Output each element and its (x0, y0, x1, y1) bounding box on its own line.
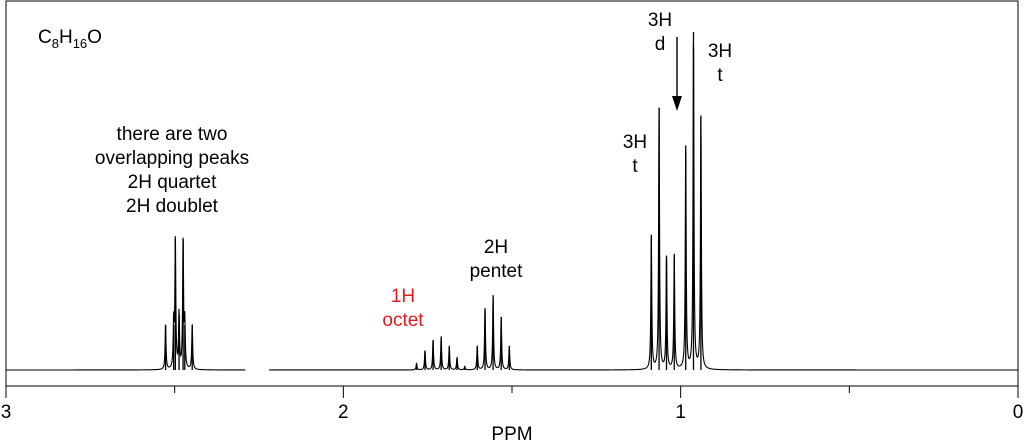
annotation-1-line-1: octet (382, 310, 424, 331)
annotation-3-line-1: t (632, 156, 638, 177)
annotation-1: 1H octet (382, 286, 424, 331)
x-tick-label-2: 1 (675, 402, 686, 423)
annotation-5: 3H t (708, 41, 732, 86)
annotation-5-line-1: t (717, 65, 723, 86)
x-axis-tick-labels: 3 2 1 0 (1, 402, 1024, 423)
trace-segment-0 (6, 236, 246, 371)
x-tick-label-0: 3 (1, 402, 12, 423)
plot-frame (5, 0, 1019, 387)
annotation-0: there are two overlapping peaks 2H quartet… (95, 124, 249, 217)
x-axis-label: PPM (491, 424, 532, 442)
annotation-3-line-0: 3H (623, 132, 647, 153)
annotation-0-line-3: 2H doublet (126, 196, 219, 217)
x-tick-label-3: 0 (1013, 402, 1024, 423)
annotation-4-line-1: d (655, 34, 666, 55)
x-axis-ticks (5, 386, 1019, 398)
annotation-2: 2H pentet (470, 237, 524, 282)
annotation-5-line-0: 3H (708, 41, 732, 62)
annotation-2-line-1: pentet (470, 261, 524, 282)
annotation-0-line-1: overlapping peaks (95, 148, 249, 169)
annotation-3: 3H t (623, 132, 647, 177)
annotation-4: 3H d (648, 10, 672, 55)
spectrum-trace (6, 44, 1018, 371)
x-tick-label-1: 2 (338, 402, 349, 423)
annotation-1-line-0: 1H (391, 286, 415, 307)
annotation-4-line-0: 3H (648, 10, 672, 31)
peak-annotations: there are two overlapping peaks 2H quartet… (95, 10, 732, 331)
molecular-formula: C8H16O (38, 27, 102, 51)
annotation-0-line-2: 2H quartet (128, 172, 217, 193)
annotation-0-line-0: there are two (117, 124, 228, 145)
trace-segment-1 (269, 44, 1018, 371)
annotation-2-line-0: 2H (484, 237, 508, 258)
annotation-arrow-head (672, 96, 682, 111)
peak-marks (164, 32, 702, 370)
